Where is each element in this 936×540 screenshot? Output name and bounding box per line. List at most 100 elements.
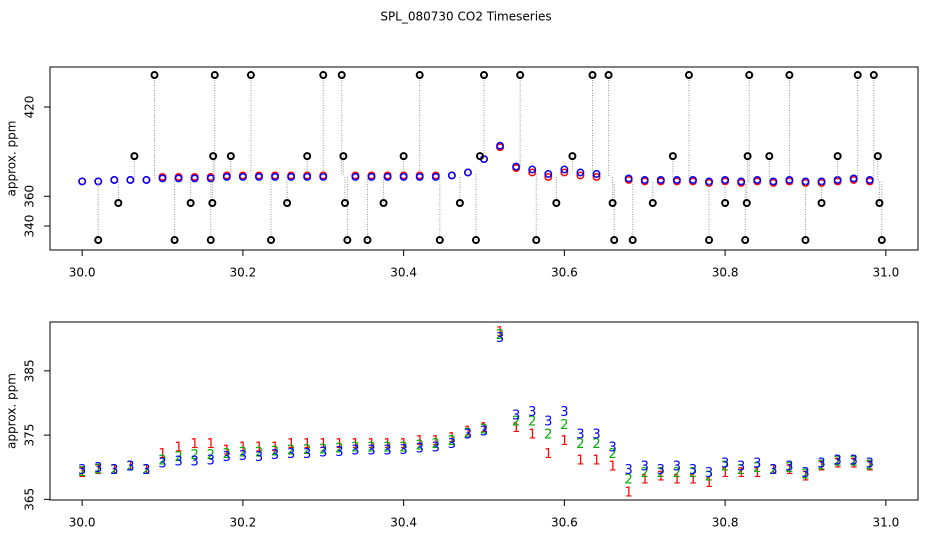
point: 1 bbox=[592, 453, 600, 468]
point: 1 bbox=[753, 466, 761, 481]
y-tick-label: 360 bbox=[23, 185, 37, 208]
point bbox=[480, 71, 488, 80]
point: 3 bbox=[158, 457, 166, 472]
point: 1 bbox=[657, 469, 665, 484]
point bbox=[471, 236, 480, 245]
point bbox=[415, 71, 424, 80]
x-tick-label: 30.2 bbox=[230, 266, 257, 280]
point: 1 bbox=[673, 473, 681, 488]
point: 1 bbox=[544, 447, 552, 462]
point: 3 bbox=[528, 405, 536, 420]
x-tick-label: 30.6 bbox=[551, 516, 578, 530]
point: 1 bbox=[110, 463, 118, 478]
point bbox=[610, 236, 619, 245]
point: 3 bbox=[432, 440, 440, 455]
point: 3 bbox=[448, 437, 456, 452]
point: 1 bbox=[303, 437, 311, 452]
point: 2 bbox=[351, 440, 359, 455]
point bbox=[150, 71, 159, 80]
point bbox=[267, 236, 276, 245]
x-tick-label: 30.2 bbox=[230, 516, 257, 530]
point: 1 bbox=[174, 440, 182, 455]
point: 2 bbox=[608, 447, 616, 462]
point: 3 bbox=[866, 457, 874, 472]
point: 3 bbox=[335, 445, 343, 460]
point bbox=[873, 152, 882, 161]
point: 1 bbox=[737, 466, 745, 481]
point: 1 bbox=[416, 434, 424, 449]
point: 2 bbox=[480, 422, 488, 437]
point bbox=[721, 175, 730, 184]
point: 3 bbox=[271, 448, 279, 463]
x-tick-label: 30.8 bbox=[712, 266, 739, 280]
point bbox=[337, 71, 346, 80]
point: 1 bbox=[689, 473, 697, 488]
point: 3 bbox=[303, 447, 311, 462]
point: 2 bbox=[657, 466, 665, 481]
point: 3 bbox=[673, 460, 681, 475]
point: 3 bbox=[769, 463, 777, 478]
point: 3 bbox=[512, 408, 520, 423]
point bbox=[340, 198, 349, 207]
point bbox=[640, 175, 649, 184]
point: 2 bbox=[448, 434, 456, 449]
point: 3 bbox=[657, 463, 665, 478]
point: 3 bbox=[207, 453, 215, 468]
plot-frame bbox=[49, 66, 919, 251]
point bbox=[222, 172, 231, 181]
point bbox=[94, 236, 103, 245]
point: 2 bbox=[383, 440, 391, 455]
point bbox=[226, 152, 235, 161]
point: 2 bbox=[223, 447, 231, 462]
point bbox=[516, 71, 525, 80]
point: 2 bbox=[174, 450, 182, 465]
point bbox=[769, 177, 778, 186]
point: 3 bbox=[174, 455, 182, 470]
point: 3 bbox=[689, 463, 697, 478]
point bbox=[875, 198, 884, 207]
point bbox=[785, 71, 794, 80]
point: 3 bbox=[110, 463, 118, 478]
point: 2 bbox=[416, 439, 424, 454]
plot-frame bbox=[49, 321, 919, 501]
point: 1 bbox=[833, 457, 841, 472]
point bbox=[363, 236, 372, 245]
x-tick-label: 31.0 bbox=[872, 266, 899, 280]
point bbox=[110, 175, 119, 184]
point bbox=[817, 198, 826, 207]
point: 1 bbox=[78, 466, 86, 481]
point: 2 bbox=[641, 466, 649, 481]
point: 1 bbox=[448, 431, 456, 446]
point: 3 bbox=[142, 463, 150, 478]
point bbox=[383, 172, 392, 181]
point: 2 bbox=[673, 466, 681, 481]
x-tick-label: 30.6 bbox=[551, 266, 578, 280]
point: 2 bbox=[367, 440, 375, 455]
point: 3 bbox=[351, 444, 359, 459]
point bbox=[742, 198, 751, 207]
point bbox=[210, 71, 219, 80]
point bbox=[753, 175, 762, 184]
point: 1 bbox=[625, 485, 633, 500]
point: 2 bbox=[432, 437, 440, 452]
point bbox=[576, 168, 585, 177]
point: 1 bbox=[432, 434, 440, 449]
point: 2 bbox=[110, 463, 118, 478]
point: 1 bbox=[528, 428, 536, 443]
point: 1 bbox=[817, 460, 825, 475]
point bbox=[560, 168, 569, 177]
point bbox=[656, 175, 665, 184]
point bbox=[552, 198, 561, 207]
point: 3 bbox=[126, 460, 134, 475]
point bbox=[705, 236, 714, 245]
point: 2 bbox=[769, 463, 777, 478]
point: 1 bbox=[496, 325, 504, 340]
point bbox=[544, 170, 553, 178]
point: 3 bbox=[705, 466, 713, 481]
point bbox=[765, 152, 774, 161]
point bbox=[379, 198, 388, 207]
point: 3 bbox=[416, 442, 424, 457]
point bbox=[853, 71, 862, 80]
point: 3 bbox=[367, 444, 375, 459]
point: 3 bbox=[399, 443, 407, 458]
